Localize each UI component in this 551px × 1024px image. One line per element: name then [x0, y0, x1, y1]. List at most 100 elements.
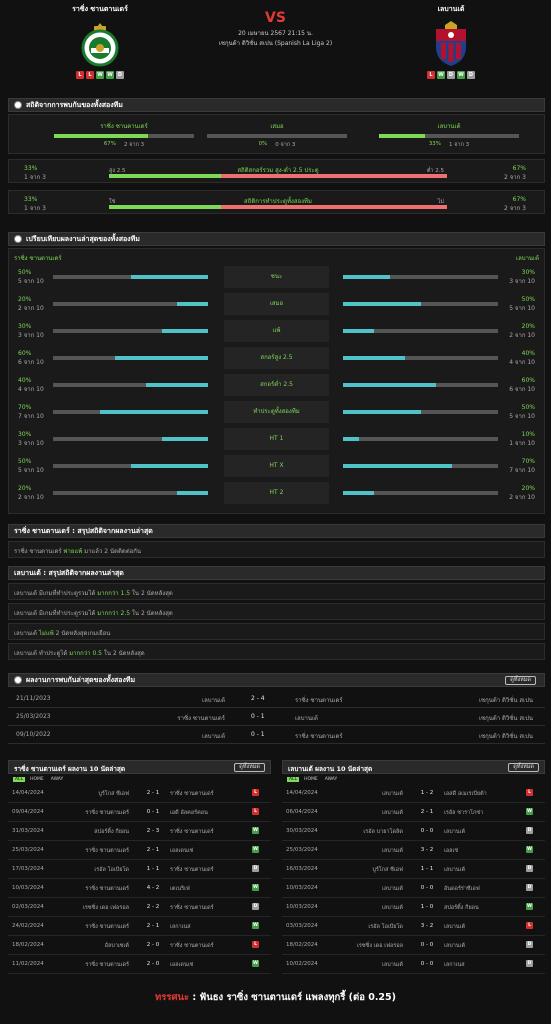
away-summary-row: เลบานเต้ มีเกมที่ทำประตูรวมได้ มากกว่า 2…: [8, 603, 545, 620]
match-row[interactable]: 30/03/2024 เรอัล บายาโดลิด 0 - 0 เลบานเต้ D: [282, 822, 545, 841]
home-team: เลบานเต้: [381, 810, 403, 816]
compare-metric-label: ชนะ: [224, 266, 329, 288]
match-row[interactable]: 25/03/2024 ราซิ่ง ซานตานเดร์ 2 - 1 เอลเดนเซ…: [8, 841, 271, 860]
home-last10-tabs: ALL HOME AWAY: [8, 774, 271, 784]
match-row[interactable]: 18/02/2024 อัลบาเซเต้ 2 - 0 ราซิ่ง ซานตานเด…: [8, 936, 271, 955]
match-row[interactable]: 11/02/2024 ราซิ่ง ซานตานเดร์ 2 - 0 เอลเดนเซ…: [8, 955, 271, 974]
result-badge: L: [252, 808, 259, 815]
compare-left-bar: [53, 329, 208, 333]
home-summary-header: ราซิ่ง ซานตานเดร์ : สรุปสถิติจากผลงานล่า…: [8, 524, 545, 538]
compare-left-pct: 40%: [18, 377, 32, 384]
home-team: ราซิ่ง ซานตานเดร์: [85, 810, 129, 816]
match-row[interactable]: 14/04/2024 บูร์โกส ซีเอฟ 2 - 1 ราซิ่ง ซานตา…: [8, 784, 271, 803]
match-row[interactable]: 24/02/2024 ราซิ่ง ซานตานเดร์ 2 - 1 เลกาเนส W: [8, 917, 271, 936]
score: 0 - 0: [420, 885, 434, 891]
compare-left-values: 20% 2 จาก 10: [18, 295, 44, 313]
match-row[interactable]: 16/03/2024 บูร์โกส ซีเอฟ 1 - 1 เลบานเต้ D: [282, 860, 545, 879]
btts-bar-fill: [109, 205, 221, 209]
form-badge: D: [116, 71, 124, 79]
h2h-home-pct: 67%: [103, 141, 117, 147]
btts-right-of: 2 จาก 3: [504, 205, 526, 212]
away-summary-header: เลบานเต้ : สรุปสถิติจากผลงานล่าสุด: [8, 566, 545, 580]
compare-right-values: 30% 3 จาก 10: [509, 268, 535, 286]
match-row[interactable]: 03/03/2024 เรอัล โอเบียโด 3 - 2 เลบานเต้ L: [282, 917, 545, 936]
btts-left-of: 1 จาก 3: [24, 205, 46, 212]
match-row[interactable]: 18/02/2024 เรซซิ่ง เดอ เฟอรอล 0 - 0 เลบานเต…: [282, 936, 545, 955]
compare-right-bar-fill: [343, 302, 421, 306]
home-team: ราซิ่ง ซานตานเดร์: [85, 962, 129, 968]
match-date: 10/03/2024: [286, 885, 318, 891]
tab-away[interactable]: AWAY: [50, 776, 64, 782]
score: 0 - 0: [420, 942, 434, 948]
score: 2 - 1: [146, 790, 160, 796]
home-team: ราซิ่ง ซานตานเดร์: [177, 715, 225, 722]
compare-right-pct: 40%: [521, 350, 535, 357]
match-row[interactable]: 10/03/2024 เลบานเต้ 0 - 0 อันดอร์ร่าซีเอฟ D: [282, 879, 545, 898]
compare-metric-label: HT 2: [224, 482, 329, 504]
football-icon: [14, 235, 22, 243]
prediction-label: ทรรศนะ: [154, 992, 190, 1003]
tab-home[interactable]: HOME: [304, 776, 318, 782]
compare-row: 20% 2 จาก 10 เสมอ 50% 5 จาก 10: [8, 291, 545, 317]
compare-right-bar-fill: [343, 275, 390, 279]
h2h-stats-header: สถิติจากการพบกันของทั้งสองทีม: [8, 98, 545, 112]
prediction-text: ฟันธง ราซิ่ง ซานตานเดร์ แพลงทุกรี้ (ต่อ …: [199, 992, 396, 1003]
compare-right-bar: [343, 275, 498, 279]
home-team: เลบานเต้: [202, 697, 225, 704]
match-row[interactable]: 09/04/2024 ราซิ่ง ซานตานเดร์ 0 - 1 เอดี อัล…: [8, 803, 271, 822]
match-date: 11/02/2024: [12, 961, 44, 967]
away-team: เลบานเต้: [444, 943, 466, 949]
match-row[interactable]: 14/04/2024 เลบานเต้ 1 - 2 เอสดี อเมเรเบียต้…: [282, 784, 545, 803]
h2h-result-row[interactable]: 09/10/2022 เลบานเต้ 0 - 1 ราซิ่ง ซานตานเดร์…: [8, 726, 545, 744]
compare-away-name: เลบานเต้: [516, 255, 539, 262]
section-title: สถิติจากการพบกันของทั้งสองทีม: [26, 100, 123, 109]
match-row[interactable]: 10/03/2024 ราซิ่ง ซานตานเดร์ 4 - 2 เตเนริเฟ…: [8, 879, 271, 898]
result-badge: W: [252, 884, 259, 891]
match-row[interactable]: 17/03/2024 เรอัล โอเบียโด 1 - 1 ราซิ่ง ซานต…: [8, 860, 271, 879]
match-row[interactable]: 02/03/2024 เรซซิ่ง เดอ เฟอรอล 2 - 2 ราซิ่ง …: [8, 898, 271, 917]
view-all-button[interactable]: ดูทั้งหมด: [234, 763, 265, 772]
h2h-home-bar-fill: [54, 134, 148, 138]
result-badge: D: [526, 884, 533, 891]
match-row[interactable]: 10/02/2024 เลบานเต้ 0 - 0 เลกาเนส D: [282, 955, 545, 974]
compare-right-of: 2 จาก 10: [509, 494, 535, 501]
match-row[interactable]: 31/03/2024 สปอร์ติ้ง กียอน 2 - 3 ราซิ่ง ซาน…: [8, 822, 271, 841]
tab-all[interactable]: ALL: [13, 776, 26, 782]
h2h-result-row[interactable]: 21/11/2023 เลบานเต้ 2 - 4 ราซิ่ง ซานตานเดร์…: [8, 690, 545, 708]
match-date: 18/02/2024: [12, 942, 44, 948]
view-all-button[interactable]: ดูทั้งหมด: [508, 763, 539, 772]
score: 4 - 2: [146, 885, 160, 891]
compare-row: 20% 2 จาก 10 HT 2 20% 2 จาก 10: [8, 480, 545, 506]
home-team: เรอัล โอเบียโด: [94, 867, 129, 873]
match-row[interactable]: 10/03/2024 เลบานเต้ 1 - 0 สปอร์ติ้ง กียอน W: [282, 898, 545, 917]
compare-row: 30% 3 จาก 10 แพ้ 20% 2 จาก 10: [8, 318, 545, 344]
h2h-result-row[interactable]: 25/03/2023 ราซิ่ง ซานตานเดร์ 0 - 1 เลบานเต้…: [8, 708, 545, 726]
view-all-button[interactable]: ดูทั้งหมด: [505, 676, 536, 685]
score: 3 - 2: [420, 847, 434, 853]
tab-away[interactable]: AWAY: [324, 776, 338, 782]
form-badge: W: [457, 71, 465, 79]
tab-all[interactable]: ALL: [287, 776, 300, 782]
result-badge: W: [252, 827, 259, 834]
h2h-home-wins: ราซิ่ง ซานตานเดร์ 67% 2 จาก 3: [54, 121, 194, 149]
compare-left-bar-fill: [161, 329, 208, 333]
ou-bar: [109, 174, 447, 178]
result-badge: W: [252, 960, 259, 967]
away-team: สปอร์ติ้ง กียอน: [444, 905, 479, 911]
match-row[interactable]: 25/03/2024 เลบานเต้ 3 - 2 เอลเช่ W: [282, 841, 545, 860]
home-team: เรอัล บายาโดลิด: [363, 829, 403, 835]
compare-right-of: 1 จาก 10: [509, 440, 535, 447]
tab-home[interactable]: HOME: [30, 776, 44, 782]
match-row[interactable]: 06/04/2024 เลบานเต้ 2 - 1 เรอัล ซาราโกซ่า W: [282, 803, 545, 822]
summary-team: เลบานเต้: [14, 630, 37, 637]
form-badge: W: [106, 71, 114, 79]
section-title: ราซิ่ง ซานตานเดร์ : สรุปสถิติจากผลงานล่า…: [14, 526, 153, 535]
summary-team: เลบานเต้: [14, 590, 37, 597]
compare-left-bar-fill: [146, 383, 208, 387]
summary-team: เลบานเต้: [14, 650, 37, 657]
compare-right-values: 20% 2 จาก 10: [509, 484, 535, 502]
